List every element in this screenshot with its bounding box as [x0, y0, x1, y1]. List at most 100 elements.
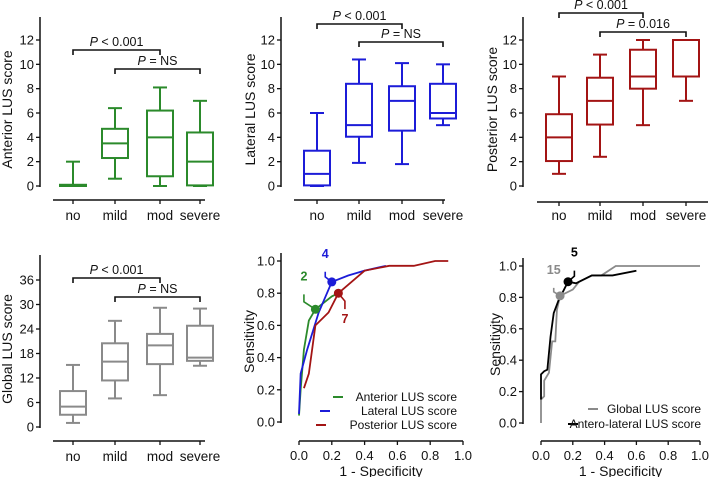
p-symbol: P [574, 0, 583, 12]
box-mild [101, 319, 129, 400]
p-value: = NS [146, 282, 178, 296]
x-tick-label: mod [630, 208, 656, 223]
box-no [59, 363, 87, 424]
cutoff-point [563, 277, 573, 287]
cutoff-point [555, 291, 565, 301]
y-tick-label: 2 [510, 154, 517, 169]
y-tick-label: 0.6 [499, 321, 517, 336]
x-tick-label: mild [103, 449, 128, 464]
x-tick-label: mod [147, 208, 173, 223]
y-tick-label: 0.8 [499, 290, 517, 305]
x-tick-label: mild [347, 208, 372, 223]
p-value: = 0.016 [624, 17, 670, 31]
roc-line-antero_lateral [540, 269, 637, 400]
y-tick-label: 0.8 [257, 286, 275, 301]
p-value-label: P < 0.001 [333, 9, 387, 23]
panel-anterior: 0 2 4 6 8 10 12 Anterior LUS score no mild mod seve… [0, 17, 220, 223]
p-value-label: P < 0.001 [574, 0, 628, 12]
x-tick-label: mod [147, 449, 173, 464]
y-tick-label: 4 [268, 130, 275, 145]
y-tick-label: 0 [268, 179, 275, 194]
p-value-label: P = 0.016 [616, 17, 670, 31]
box-no [545, 75, 573, 175]
box-iqr [672, 39, 700, 78]
cutoff-point [327, 277, 337, 287]
x-tick-label: severe [180, 449, 221, 464]
significance-bracket [316, 23, 403, 29]
legend-label: Posterior LUS score [350, 418, 458, 432]
panel-roc1: 0.0 0.2 0.4 0.6 0.8 1.0 0.0 0.2 0.4 0.6 0.8 1.0 1 - … [241, 247, 472, 477]
significance-bracket [114, 296, 201, 302]
p-value-label: P = NS [381, 27, 421, 41]
y-tick-label: 1.0 [499, 259, 517, 274]
p-value-label: P < 0.001 [90, 35, 144, 49]
x-tick-label: 0.2 [564, 448, 582, 463]
box-iqr [303, 149, 331, 187]
p-symbol: P [381, 27, 390, 41]
significance-bracket [358, 41, 444, 47]
y-tick-label: 6 [27, 106, 34, 121]
y-tick-label: 0.0 [499, 416, 517, 431]
y-axis-label: Posterior LUS score [484, 47, 500, 172]
p-symbol: P [138, 54, 147, 68]
y-tick-label: 12 [20, 33, 34, 48]
cutoff-point [333, 288, 343, 298]
x-tick-label: 1.0 [691, 448, 709, 463]
y-tick-label: 36 [20, 273, 34, 288]
cutoff-label: 7 [341, 312, 348, 326]
roc-line-lateral [298, 264, 387, 414]
x-tick-label: severe [423, 208, 464, 223]
p-value-label: P < 0.001 [90, 263, 144, 277]
y-tick-label: 8 [27, 81, 34, 96]
y-axis-label: Lateral LUS score [242, 53, 258, 165]
x-tick-label: 0.4 [356, 448, 374, 463]
roc-line-posterior [303, 260, 449, 389]
y-tick-label: 0.4 [257, 350, 275, 365]
legend-label: Lateral LUS score [361, 404, 457, 418]
box-no [59, 160, 87, 188]
x-tick-label: mod [389, 208, 415, 223]
cutoff-label: 15 [547, 263, 561, 277]
legend-label: Antero-lateral LUS score [570, 417, 702, 431]
y-tick-label: 4 [27, 130, 34, 145]
y-tick-label: 8 [268, 81, 275, 96]
x-tick-label: 0.0 [290, 448, 308, 463]
y-tick-label: 10 [503, 57, 517, 72]
x-axis-label: 1 - Specificity [579, 463, 662, 477]
x-tick-label: 0.0 [532, 448, 550, 463]
cutoff-leader [303, 294, 316, 310]
y-tick-label: 0.2 [499, 384, 517, 399]
p-symbol: P [90, 35, 99, 49]
p-value-label: P = NS [138, 54, 178, 68]
y-tick-label: 12 [20, 371, 34, 386]
y-tick-label: 0 [27, 420, 34, 435]
x-tick-label: mild [588, 208, 613, 223]
p-value: = NS [146, 54, 178, 68]
y-tick-label: 12 [261, 33, 275, 48]
box-severe [429, 63, 457, 127]
cutoff-label: 5 [571, 246, 578, 260]
legend-label: Global LUS score [607, 402, 701, 416]
y-tick-label: 0.4 [499, 353, 517, 368]
box-iqr [345, 82, 373, 138]
x-tick-label: 0.6 [627, 448, 645, 463]
box-iqr [146, 109, 174, 178]
significance-bracket [599, 31, 687, 37]
x-tick-label: severe [666, 208, 707, 223]
x-tick-label: 0.6 [388, 448, 406, 463]
significance-bracket [114, 68, 201, 74]
y-tick-label: 4 [510, 130, 517, 145]
y-tick-label: 0 [27, 179, 34, 194]
x-tick-label: no [65, 449, 80, 464]
x-tick-label: no [309, 208, 324, 223]
box-mild [101, 107, 129, 180]
panel-roc2: 0.0 0.2 0.4 0.6 0.8 1.0 0.0 0.2 0.4 0.6 0.8 1.0 1 - … [487, 246, 709, 477]
y-axis-label: Global LUS score [0, 294, 15, 404]
box-iqr [186, 131, 214, 187]
y-tick-label: 2 [27, 154, 34, 169]
x-axis-label: 1 - Specificity [339, 463, 422, 477]
box-severe [186, 307, 214, 367]
y-tick-label: 2 [268, 154, 275, 169]
